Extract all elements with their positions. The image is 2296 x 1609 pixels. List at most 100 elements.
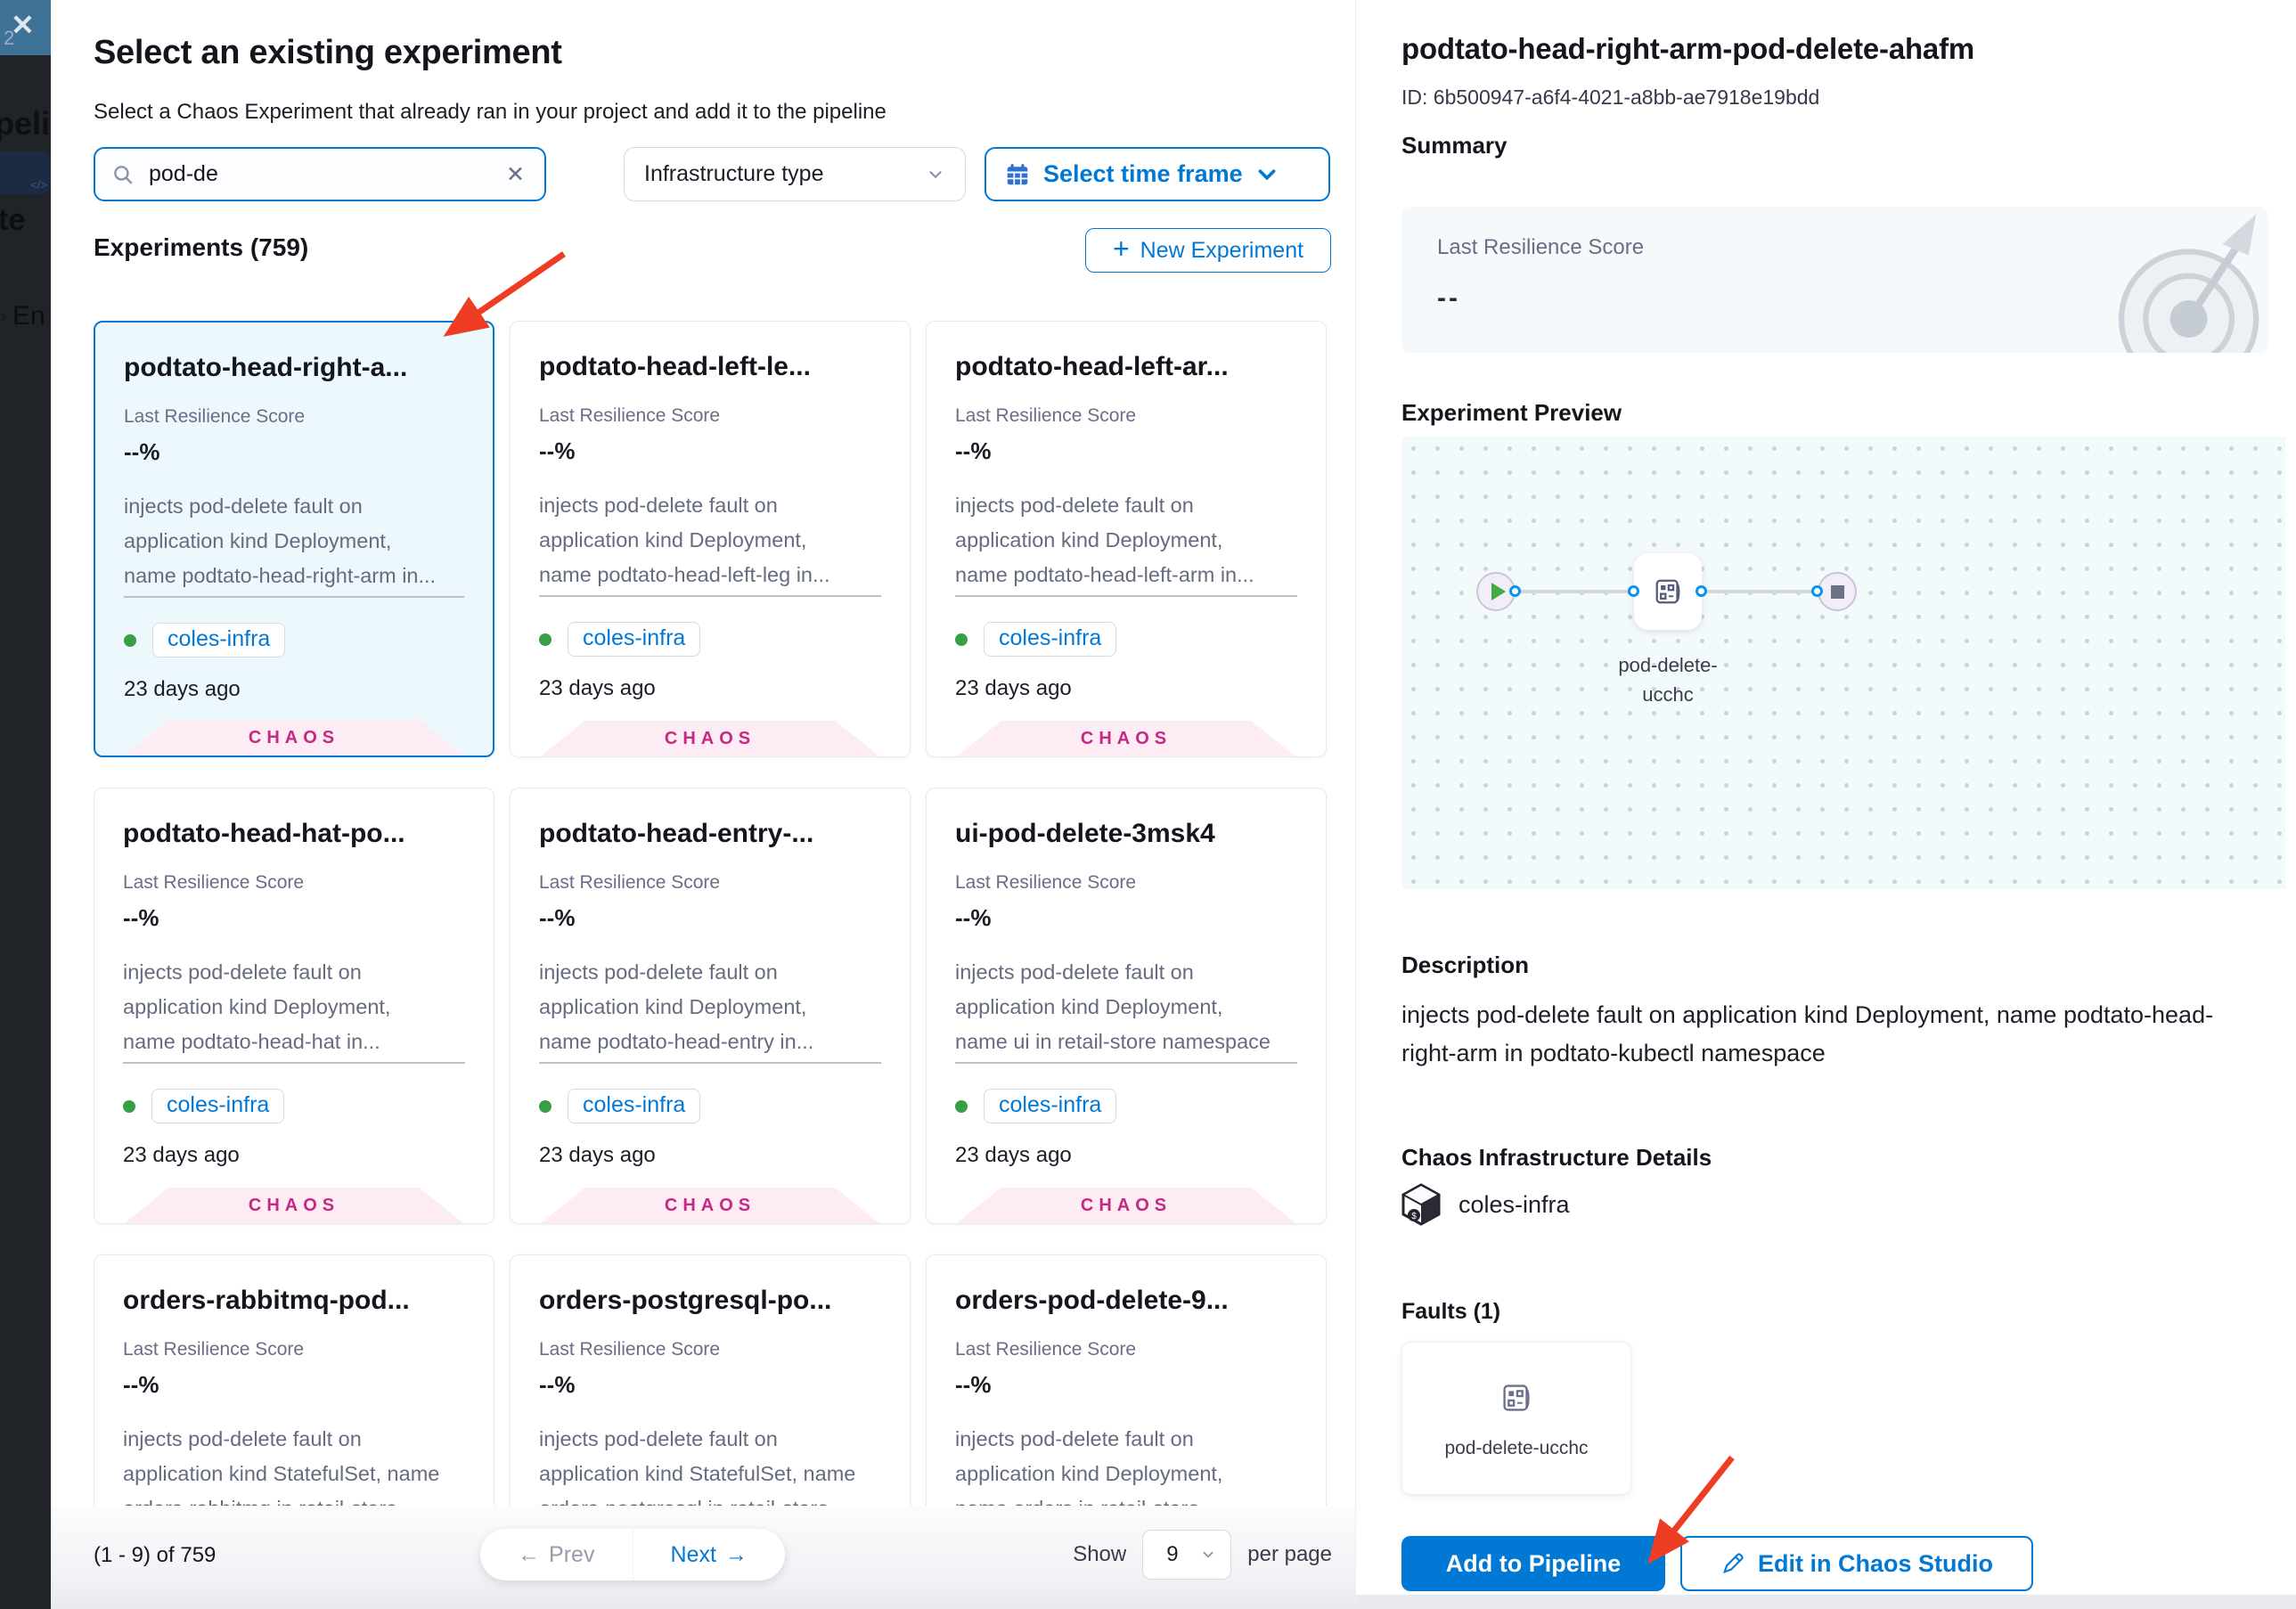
score-value: --% (955, 904, 992, 931)
select-experiment-drawer: Select an existing experiment Select a C… (51, 0, 2296, 1609)
experiment-description: injects pod-delete fault on application … (955, 488, 1297, 597)
score-label: Last Resilience Score (123, 1339, 305, 1360)
experiment-description: injects pod-delete fault on application … (955, 1422, 1297, 1506)
experiment-list-pane: Select an existing experiment Select a C… (51, 0, 1355, 1609)
experiment-card[interactable]: podtato-head-entry-... Last Resilience S… (510, 788, 911, 1224)
fault-card[interactable]: pod-delete-ucchc (1401, 1342, 1631, 1495)
infra-row: coles-infra (539, 622, 881, 657)
chaos-badge: CHAOS (957, 721, 1295, 756)
faults-heading: Faults (1) (1401, 1299, 1501, 1324)
preview-heading: Experiment Preview (1401, 399, 1622, 426)
experiment-card[interactable]: podtato-head-left-le... Last Resilience … (510, 321, 911, 757)
add-to-pipeline-button[interactable]: Add to Pipeline (1401, 1536, 1665, 1591)
page-size-select[interactable]: 9 (1142, 1530, 1232, 1580)
search-input-container[interactable]: ✕ (94, 147, 546, 201)
experiment-card[interactable]: ui-pod-delete-3msk4 Last Resilience Scor… (926, 788, 1327, 1224)
description-heading: Description (1401, 952, 1530, 978)
experiment-card[interactable]: orders-postgresql-po... Last Resilience … (510, 1254, 911, 1506)
connector-dot (1509, 585, 1521, 597)
score-value: --% (539, 437, 576, 464)
chevron-down-icon (929, 170, 942, 178)
arrow-right-icon: → (724, 1541, 748, 1567)
infra-name: coles-infra (1458, 1190, 1570, 1218)
score-value: --% (124, 438, 160, 465)
score-label: Last Resilience Score (955, 1339, 1137, 1360)
score-value: --% (123, 904, 159, 931)
infra-tag[interactable]: coles-infra (151, 1089, 285, 1123)
infra-row: coles-infra (955, 622, 1297, 657)
infrastructure-type-label: Infrastructure type (644, 161, 824, 186)
score-value: --% (123, 1371, 159, 1398)
time-frame-label: Select time frame (1043, 160, 1243, 187)
fault-name: pod-delete-ucchc (1444, 1438, 1589, 1458)
pipeline-node-label: pod-delete- ucchc (1618, 654, 1718, 706)
infra-tag[interactable]: coles-infra (984, 622, 1117, 657)
chevron-down-icon (1203, 1551, 1213, 1558)
summary-card: Last Resilience Score -- (1401, 207, 2268, 353)
next-page-button[interactable]: Next → (632, 1529, 786, 1580)
last-updated: 23 days ago (539, 676, 656, 700)
experiment-card[interactable]: podtato-head-left-ar... Last Resilience … (926, 321, 1327, 757)
per-page-label: per page (1247, 1542, 1332, 1566)
score-label: Last Resilience Score (955, 872, 1137, 893)
infra-tag[interactable]: coles-infra (984, 1089, 1117, 1123)
experiment-name: orders-rabbitmq-pod... (123, 1286, 410, 1315)
chaos-badge: CHAOS (541, 721, 879, 756)
score-label: Last Resilience Score (124, 406, 306, 427)
infrastructure-type-select[interactable]: Infrastructure type (624, 147, 966, 201)
experiment-description: injects pod-delete fault on application … (539, 955, 881, 1064)
new-experiment-button[interactable]: + New Experiment (1085, 228, 1331, 273)
prev-page-button[interactable]: ← Prev (518, 1541, 595, 1567)
infra-tag[interactable]: coles-infra (568, 1089, 701, 1123)
infra-heading: Chaos Infrastructure Details (1401, 1144, 1712, 1171)
kubernetes-infra-icon: $ (1401, 1183, 1441, 1226)
score-label: Last Resilience Score (123, 872, 305, 893)
background-stage-node: </> (0, 151, 51, 194)
edit-button-label: Edit in Chaos Studio (1758, 1549, 1993, 1577)
chevron-down-icon (1258, 168, 1276, 180)
infra-row: coles-infra (124, 623, 464, 657)
experiment-preview-canvas: pod-delete- ucchc (1401, 437, 2285, 889)
infra-tag[interactable]: coles-infra (152, 623, 286, 657)
background-header: 2 ✕ (0, 0, 51, 55)
page-subtitle: Select a Chaos Experiment that already r… (94, 100, 887, 124)
select-time-frame-button[interactable]: Select time frame (985, 147, 1330, 201)
score-value: --% (955, 1371, 992, 1398)
experiment-card[interactable]: podtato-head-right-a... Last Resilience … (94, 321, 494, 757)
infra-status-dot (955, 633, 968, 646)
score-label: Last Resilience Score (539, 1339, 721, 1360)
play-icon (1491, 583, 1506, 600)
edit-in-chaos-studio-button[interactable]: Edit in Chaos Studio (1680, 1536, 2033, 1591)
page-title: Select an existing experiment (94, 34, 562, 71)
score-label: Last Resilience Score (539, 872, 721, 893)
score-value: --% (539, 1371, 576, 1398)
experiment-card[interactable]: orders-pod-delete-9... Last Resilience S… (926, 1254, 1327, 1506)
pipeline-fault-node[interactable] (1634, 553, 1702, 630)
background-text-en: En (12, 301, 45, 331)
background-text-te: te (0, 203, 26, 237)
score-label: Last Resilience Score (955, 405, 1137, 426)
page-size-group: Show 9 per page (1073, 1529, 1332, 1580)
experiment-name: podtato-head-hat-po... (123, 819, 405, 848)
search-input[interactable] (147, 160, 503, 188)
chevron-right-icon: › (0, 306, 6, 326)
infra-detail-row: $ coles-infra (1401, 1183, 1570, 1226)
calendar-icon (1007, 163, 1028, 184)
chaos-badge: CHAOS (125, 1188, 463, 1223)
experiment-card[interactable]: orders-rabbitmq-pod... Last Resilience S… (94, 1254, 494, 1506)
last-updated: 23 days ago (955, 1143, 1072, 1167)
clear-search-icon[interactable]: ✕ (506, 161, 525, 187)
experiment-id: ID: 6b500947-a6f4-4021-a8bb-ae7918e19bdd (1401, 86, 1820, 109)
close-icon[interactable]: ✕ (11, 9, 35, 41)
experiment-card[interactable]: podtato-head-hat-po... Last Resilience S… (94, 788, 494, 1224)
last-updated: 23 days ago (123, 1143, 240, 1167)
chaos-badge: CHAOS (957, 1188, 1295, 1223)
infra-tag[interactable]: coles-infra (568, 622, 701, 657)
pencil-icon (1722, 1553, 1744, 1574)
experiment-description: injects pod-delete fault on application … (539, 1422, 881, 1506)
svg-text:$: $ (1411, 1212, 1417, 1221)
experiment-name: ui-pod-delete-3msk4 (955, 819, 1215, 848)
connector-dot (1628, 585, 1639, 597)
chaos-badge: CHAOS (541, 1188, 879, 1223)
chaos-badge: CHAOS (125, 720, 463, 755)
